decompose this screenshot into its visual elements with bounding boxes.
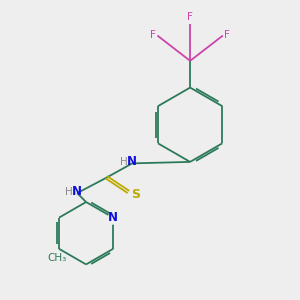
Text: S: S [131,188,140,201]
Text: F: F [224,30,230,40]
Text: H: H [120,157,128,167]
Text: N: N [127,155,137,168]
Text: N: N [108,211,118,224]
Text: CH₃: CH₃ [47,253,66,263]
Text: F: F [187,12,193,22]
Text: N: N [72,185,82,198]
Text: H: H [65,187,73,196]
Text: F: F [150,30,156,40]
